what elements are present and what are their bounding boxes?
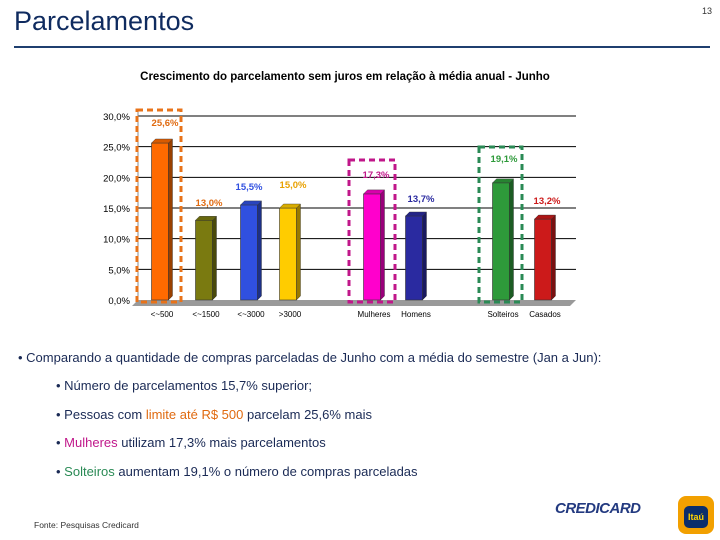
data-label: 25,6% <box>152 118 179 129</box>
x-tick-label: <~500 <box>151 310 174 319</box>
bar-side <box>212 215 217 301</box>
source-note: Fonte: Pesquisas Credicard <box>34 520 139 530</box>
x-tick-label: <~1500 <box>192 310 220 319</box>
x-tick-label: Solteiros <box>487 310 518 319</box>
y-tick-label: 0,0% <box>108 296 130 307</box>
bullet-installments: • Número de parcelamentos 15,7% superior… <box>56 378 313 393</box>
data-label: 13,0% <box>196 198 223 209</box>
x-tick-label: >3000 <box>279 310 302 319</box>
bullet-single-suffix: aumentam 19,1% o número de compras parce… <box>114 464 418 479</box>
bar-side <box>296 203 301 301</box>
highlight-box-women <box>347 158 397 304</box>
bar-side <box>422 211 427 301</box>
bullet-women: • Mulheres utilizam 17,3% mais parcelame… <box>56 435 326 450</box>
bar <box>279 207 297 301</box>
bar-top <box>240 200 262 206</box>
bar-top <box>405 211 427 217</box>
bullet-limit-highlight: limite até R$ 500 <box>145 407 244 422</box>
credicard-logo: CREDICARD <box>555 500 641 517</box>
highlight-box-single <box>477 145 524 304</box>
bullet-women-suffix: utilizam 17,3% mais parcelamentos <box>117 435 326 450</box>
x-tick-label: <~3000 <box>237 310 265 319</box>
x-tick-label: Mulheres <box>358 310 391 319</box>
y-tick-label: 15,0% <box>103 204 130 215</box>
bar-top <box>279 203 301 209</box>
highlight-box-low-limit <box>135 108 183 304</box>
bar-top <box>534 214 556 220</box>
bar-top <box>363 189 385 195</box>
y-tick-label: 20,0% <box>103 173 130 184</box>
bar <box>240 204 258 301</box>
chart-title: Crescimento do parcelamento sem juros em… <box>140 71 550 83</box>
bullet-single-highlight: Solteiros <box>64 464 115 479</box>
x-tick-label: Homens <box>401 310 431 319</box>
page-title: Parcelamentos <box>14 6 195 36</box>
bar-top <box>195 216 217 221</box>
title-divider <box>14 46 710 48</box>
y-tick-label: 5,0% <box>108 265 130 276</box>
bar-top <box>151 138 173 144</box>
bullet-limit-suffix: parcelam 25,6% mais <box>243 407 372 422</box>
bar-side <box>509 178 514 301</box>
bullet-single-prefix: • <box>56 464 65 479</box>
bar <box>151 142 169 301</box>
bullet-limit-prefix: • Pessoas com <box>56 407 146 422</box>
bar-side <box>168 138 173 301</box>
y-tick-label: 25,0% <box>103 143 130 154</box>
bar <box>195 219 213 301</box>
bullet-main: • Comparando a quantidade de compras par… <box>18 350 602 365</box>
bar-chart: 30,0% 25,0% 20,0% 15,0% 10,0% 5,0% 0,0% <~500 <… <box>103 108 576 319</box>
data-label: 19,1% <box>491 154 518 165</box>
chart-floor <box>132 300 576 306</box>
bar <box>492 182 510 301</box>
bullet-single: • Solteiros aumentam 19,1% o número de c… <box>56 464 418 479</box>
data-label: 13,7% <box>408 194 435 205</box>
page-number: 13 <box>701 6 712 16</box>
bullet-limit: • Pessoas com limite até R$ 500 parcelam… <box>56 407 372 422</box>
data-label: 17,3% <box>363 170 390 181</box>
bar <box>534 218 552 301</box>
data-label: 15,0% <box>280 180 307 191</box>
bar <box>405 215 423 301</box>
y-tick-label: 30,0% <box>103 112 130 123</box>
y-tick-label: 10,0% <box>103 235 130 246</box>
bar-side <box>380 189 385 301</box>
bullet-women-highlight: Mulheres <box>64 435 118 450</box>
itau-logo: Itaú <box>678 496 714 534</box>
bar-side <box>551 214 556 301</box>
bullet-women-prefix: • <box>56 435 65 450</box>
x-tick-label: Casados <box>529 310 561 319</box>
bar <box>363 193 381 301</box>
data-label: 15,5% <box>236 182 263 193</box>
bar-side <box>257 200 262 301</box>
itau-logo-text: Itaú <box>684 506 708 528</box>
data-label: 13,2% <box>534 196 561 207</box>
bar-top <box>492 178 514 184</box>
